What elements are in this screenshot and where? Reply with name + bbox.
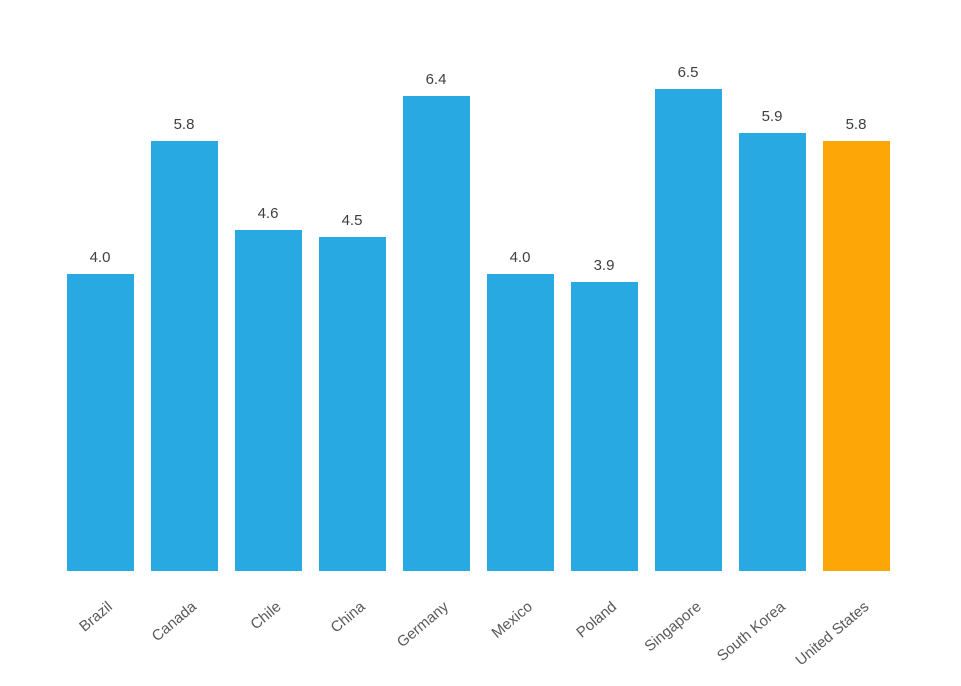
bar-group-poland: 3.9 Poland bbox=[562, 0, 646, 641]
value-label-united-states: 5.8 bbox=[845, 116, 867, 133]
category-label-south-korea: South Korea bbox=[713, 598, 789, 665]
category-label-brazil: Brazil bbox=[76, 598, 117, 636]
bar-brazil bbox=[66, 274, 134, 571]
value-label-brazil: 4.0 bbox=[89, 249, 111, 266]
value-label-china: 4.5 bbox=[341, 212, 363, 229]
value-label-poland: 3.9 bbox=[593, 257, 615, 274]
value-label-singapore: 6.5 bbox=[677, 64, 699, 81]
bar-chart: 4.0 Brazil 5.8 Canada 4.6 Chile 4.5 China 6.4 Ger… bbox=[58, 0, 898, 669]
bar-group-singapore: 6.5 Singapore bbox=[641, 0, 730, 655]
bar-south-korea bbox=[738, 133, 806, 571]
category-label-poland: Poland bbox=[573, 598, 621, 642]
bar-china bbox=[318, 237, 386, 571]
value-label-canada: 5.8 bbox=[173, 116, 195, 133]
bar-united-states bbox=[822, 141, 890, 571]
value-label-south-korea: 5.9 bbox=[761, 108, 783, 125]
category-label-united-states: United States bbox=[792, 598, 873, 670]
bar-canada bbox=[150, 141, 218, 571]
bar-chile bbox=[234, 230, 302, 571]
value-label-germany: 6.4 bbox=[425, 71, 447, 88]
bar-group-china: 4.5 China bbox=[310, 0, 394, 636]
bar-poland bbox=[570, 282, 638, 571]
category-label-germany: Germany bbox=[394, 598, 453, 651]
bar-group-united-states: 5.8 United States bbox=[792, 0, 898, 669]
bar-group-chile: 4.6 Chile bbox=[226, 0, 310, 633]
category-label-canada: Canada bbox=[149, 598, 201, 646]
bar-group-canada: 5.8 Canada bbox=[142, 0, 226, 645]
value-label-chile: 4.6 bbox=[257, 205, 279, 222]
bar-group-south-korea: 5.9 South Korea bbox=[713, 0, 814, 665]
category-label-mexico: Mexico bbox=[488, 598, 537, 642]
bar-group-mexico: 4.0 Mexico bbox=[478, 0, 562, 642]
category-label-chile: Chile bbox=[247, 598, 285, 634]
category-label-singapore: Singapore bbox=[640, 598, 705, 656]
bar-mexico bbox=[486, 274, 554, 571]
bar-group-brazil: 4.0 Brazil bbox=[58, 0, 142, 635]
category-label-china: China bbox=[327, 598, 369, 637]
bar-germany bbox=[402, 96, 470, 571]
bar-group-germany: 6.4 Germany bbox=[394, 0, 478, 651]
bar-singapore bbox=[654, 89, 722, 571]
value-label-mexico: 4.0 bbox=[509, 249, 531, 266]
